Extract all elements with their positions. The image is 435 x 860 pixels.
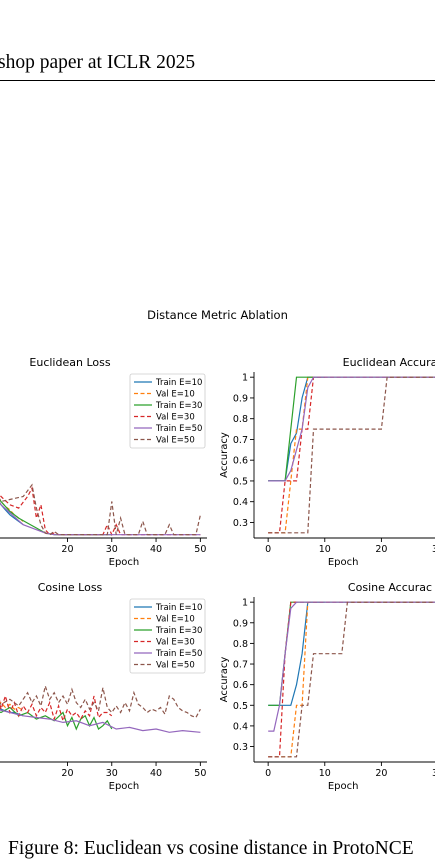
chart-title-euclid-loss: Euclidean Loss: [29, 356, 110, 369]
x-tick-label-cosine-acc-1: 10: [319, 768, 331, 779]
x-axis-label-euclid-acc: Epoch: [328, 557, 359, 568]
y-tick-label-euclid-acc-5: 0.8: [233, 414, 248, 425]
header-rule: [0, 80, 435, 81]
legend-label-euclid-loss-5: Val E=50: [156, 436, 195, 446]
x-tick-label-euclid-loss-1: 30: [106, 544, 118, 555]
x-tick-label-cosine-loss-3: 50: [194, 768, 206, 779]
x-tick-label-cosine-loss-1: 30: [106, 768, 118, 779]
x-tick-label-cosine-loss-2: 40: [150, 768, 162, 779]
y-tick-label-cosine-acc-7: 1: [242, 598, 248, 609]
x-tick-label-euclid-acc-0: 0: [265, 544, 271, 555]
chart-title-cosine-acc: Cosine Accurac: [348, 581, 432, 594]
legend-label-euclid-loss-0: Train E=10: [155, 378, 202, 388]
series-line-cosine-acc-4: [268, 601, 435, 732]
series-line-euclid-loss-4: [0, 501, 201, 536]
x-tick-label-euclid-loss-2: 40: [150, 544, 162, 555]
series-line-cosine-loss-2: [0, 706, 113, 731]
series-line-cosine-acc-0: [268, 601, 325, 706]
series-line-euclid-acc-2: [268, 376, 435, 482]
y-tick-label-euclid-acc-0: 0.3: [233, 518, 248, 529]
series-line-euclid-loss-5: [0, 483, 201, 536]
y-tick-label-cosine-acc-2: 0.5: [233, 701, 248, 712]
series-line-euclid-loss-2: [0, 498, 112, 536]
x-tick-label-euclid-acc-3: 30: [432, 544, 435, 555]
chart-title-euclid-acc: Euclidean Accura: [343, 356, 435, 369]
x-tick-label-euclid-loss-3: 50: [194, 544, 206, 555]
legend-label-euclid-loss-2: Train E=30: [155, 401, 202, 411]
chart-cosine-loss: 20 30 40 50 Cosine Loss Epoch Train E=10 Val E=…: [0, 581, 207, 792]
series-line-euclid-acc-5: [268, 376, 435, 534]
series-line-cosine-acc-1: [268, 601, 325, 758]
y-axis-label-cosine-acc: Accuracy: [219, 657, 230, 703]
legend-label-cosine-loss-2: Train E=30: [155, 626, 202, 636]
x-tick-label-euclid-acc-1: 10: [319, 544, 331, 555]
x-tick-label-cosine-acc-0: 0: [265, 768, 271, 779]
series-line-cosine-loss-4: [0, 709, 201, 733]
series-line-euclid-acc-1: [268, 376, 325, 534]
legend-label-euclid-loss-3: Val E=30: [156, 413, 195, 423]
legend-label-cosine-loss-5: Val E=50: [156, 661, 195, 671]
y-tick-label-euclid-acc-3: 0.6: [233, 456, 248, 467]
x-tick-label-cosine-acc-3: 30: [432, 768, 435, 779]
x-tick-label-euclid-acc-2: 20: [375, 544, 387, 555]
y-tick-label-cosine-acc-6: 0.9: [233, 618, 248, 629]
legend-box-cosine-loss: [129, 598, 206, 674]
legend-label-cosine-loss-0: Train E=10: [155, 603, 202, 613]
x-axis-label-euclid-loss: Epoch: [109, 557, 140, 568]
series-line-cosine-loss-3: [0, 693, 113, 723]
x-axis-label-cosine-loss: Epoch: [109, 781, 140, 792]
legend-label-euclid-loss-1: Val E=10: [156, 390, 195, 400]
chart-euclid-acc: 0 10 20 30 0.3 0.4 0.5 0.6 0.7 0.8 0.9 1 Euclidean A…: [219, 356, 435, 568]
x-tick-label-cosine-loss-0: 20: [61, 768, 73, 779]
series-line-euclid-acc-4: [268, 376, 435, 482]
chart-euclid-loss: 20 30 40 50 Euclidean Loss Epoch Train E=10 Val…: [0, 356, 207, 568]
chart-cosine-acc: 0 10 20 30 0.3 0.4 0.5 0.6 0.7 0.8 0.9 1 Cosine Accu…: [219, 581, 435, 792]
x-tick-label-euclid-loss-0: 20: [61, 544, 73, 555]
page-header: shop paper at ICLR 2025: [0, 52, 196, 73]
figure-suptitle: Distance Metric Ablation: [147, 308, 288, 322]
y-tick-label-cosine-acc-0: 0.3: [233, 742, 248, 753]
y-tick-label-euclid-acc-7: 1: [242, 373, 248, 384]
figure-caption: Figure 8: Euclidean vs cosine distance i…: [8, 838, 414, 859]
legend-box-euclid-loss: [129, 373, 206, 449]
y-tick-label-euclid-acc-4: 0.7: [233, 435, 248, 446]
y-axis-label-euclid-acc: Accuracy: [219, 432, 230, 478]
y-tick-label-cosine-acc-1: 0.4: [233, 721, 248, 732]
legend-label-cosine-loss-3: Val E=30: [156, 638, 195, 648]
y-tick-label-euclid-acc-6: 0.9: [233, 393, 248, 404]
y-tick-label-euclid-acc-1: 0.4: [233, 497, 248, 508]
series-line-euclid-acc-3: [268, 376, 435, 534]
y-tick-label-cosine-acc-4: 0.7: [233, 660, 248, 671]
legend-label-cosine-loss-1: Val E=10: [156, 615, 195, 625]
series-line-cosine-loss-5: [0, 683, 201, 719]
series-line-cosine-acc-2: [268, 601, 435, 706]
y-tick-label-cosine-acc-5: 0.8: [233, 639, 248, 650]
x-tick-label-cosine-acc-2: 20: [375, 768, 387, 779]
series-line-cosine-acc-5: [268, 601, 435, 758]
legend-label-euclid-loss-4: Train E=50: [155, 424, 202, 434]
x-axis-label-cosine-acc: Epoch: [328, 781, 359, 792]
y-tick-label-euclid-acc-2: 0.5: [233, 476, 248, 487]
chart-title-cosine-loss: Cosine Loss: [38, 581, 103, 594]
series-line-cosine-loss-1: [0, 701, 24, 712]
legend-label-cosine-loss-4: Train E=50: [155, 649, 202, 659]
y-tick-label-cosine-acc-3: 0.6: [233, 680, 248, 691]
